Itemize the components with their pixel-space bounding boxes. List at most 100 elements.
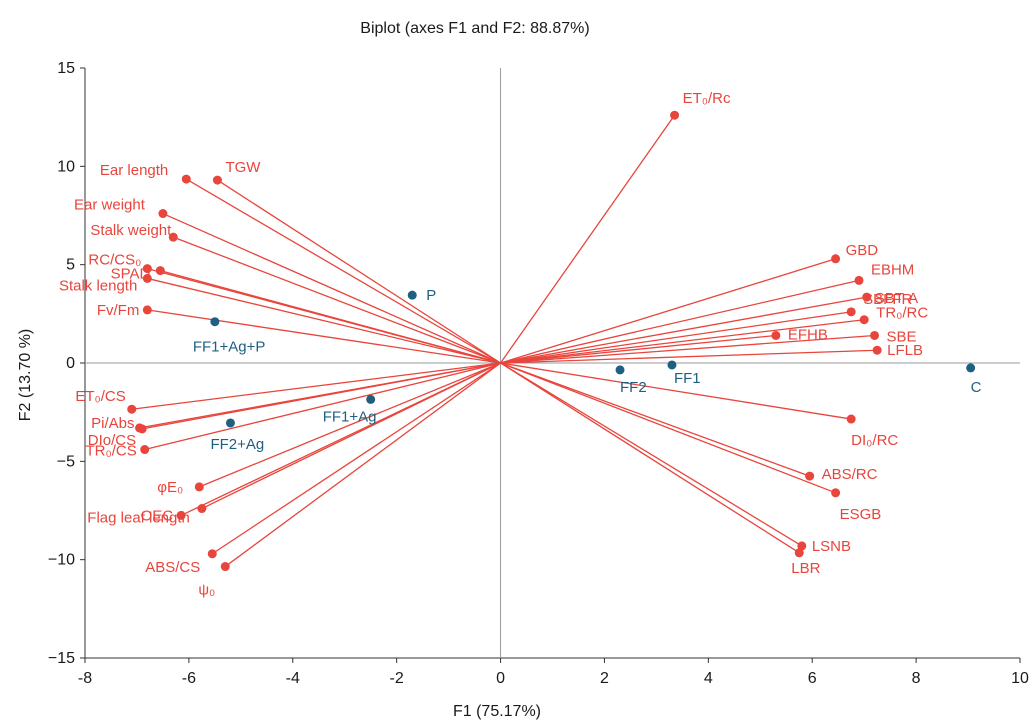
var-point-item [220,562,230,572]
vector-ear-weight [162,212,501,364]
var-point-e [194,482,204,492]
obs-label-ff1-ag: FF1+Ag [323,408,377,425]
var-point-stalk-weight [168,232,178,242]
var-label-abs-cs: ABS/CS [145,559,200,576]
var-point-ear-length [181,174,191,184]
var-point-lsnb [797,541,807,551]
var-label-stalk-length: Stalk length [59,277,137,294]
vector-item [224,362,501,568]
vector-spad [160,269,501,364]
var-point-efhb [771,330,781,340]
vector-flag-leaf-length [201,362,501,510]
var-label-sbt-a: SBT-A [875,290,918,307]
vector-et-cs [131,362,501,410]
vector-ear-length [185,178,501,364]
var-point-rc-cs [142,264,152,274]
var-point-tr-rc [859,315,869,325]
var-point-et-cs [127,404,137,414]
var-label-pi-abs: Pi/Abs [91,415,134,432]
var-label-abs-rc: ABS/RC [822,466,878,483]
var-point-spad [155,266,165,276]
var-label-et-rc: ET₀/Rc [683,90,731,107]
var-point-stalk-length [142,273,152,283]
x-tick-label: -8 [78,670,92,687]
var-label-item: ψ₀ [198,582,215,599]
vector-stalk-weight [173,236,501,364]
var-label-lbr: LBR [791,560,820,577]
var-label-fv-fm: Fv/Fm [97,302,140,319]
var-label-efhb: EFHB [788,326,828,343]
vector-gbd [500,258,836,364]
var-label-oec: OEC [141,507,174,524]
obs-label-ff1: FF1 [674,370,701,387]
x-tick-label: 0 [496,670,505,687]
obs-label-ff1-ag-p: FF1+Ag+P [193,339,266,356]
var-label-lflb: LFLB [887,342,923,359]
obs-label-ff2: FF2 [620,379,647,396]
var-point-ebhm [854,275,864,285]
var-label-sbe: SBE [887,328,917,345]
var-label-stalk-weight: Stalk weight [90,222,172,239]
vector-dio-cs [142,362,501,430]
x-tick-label: -6 [182,670,196,687]
vector-e [199,362,501,488]
var-point-sbe [870,330,880,340]
variable-vectors [131,114,878,568]
var-point-lbr [794,548,804,558]
vector-efhb [500,334,776,364]
var-point-lflb [872,345,882,355]
vector-abs-cs [211,362,501,555]
var-label-gbd: GBD [846,242,879,259]
x-tick-label: 4 [704,670,713,687]
y-tick-label: 0 [66,355,75,372]
vector-di-rc [500,362,852,420]
chart-title: Biplot (axes F1 and F2: 88.87%) [360,20,589,37]
obs-point-ff1-ag [366,394,376,404]
obs-point-ff2-ag [225,418,235,428]
x-axis-label: F1 (75.17%) [453,703,541,720]
x-tick-label: 2 [600,670,609,687]
vector-stalk-length [147,277,501,364]
x-tick-label: 10 [1011,670,1029,687]
vector-tr-rc [500,319,865,364]
y-tick-label: −15 [48,650,75,667]
obs-point-c [966,363,976,373]
var-label-esgb: ESGB [840,506,882,523]
x-tick-label: -2 [390,670,404,687]
obs-label-c: C [971,379,982,396]
var-label-sbffr: SBFFR [863,291,912,308]
y-tick-label: 5 [66,257,75,274]
x-tick-label: 8 [912,670,921,687]
obs-point-ff1 [667,360,677,370]
var-point-oec [176,510,186,520]
var-label-rc-cs: RC/CS₀ [88,252,141,269]
var-point-fv-fm [142,305,152,315]
var-point-abs-rc [805,471,815,481]
var-label-ear-weight: Ear weight [74,197,146,214]
vector-abs-rc [500,362,810,477]
x-tick-label: -4 [286,670,300,687]
axes-layer: -8 -6 -4 -2 0 2 4 6 8 10 15 10 5 0 −5 −10 −15 [48,60,1029,687]
var-label-dio-cs: DIo/CS [88,432,136,449]
var-label-e: φE₀ [157,479,183,496]
y-tick-label: −5 [57,453,75,470]
var-point-tr-cs [140,445,150,455]
vector-et-rc [500,114,676,364]
var-point-sbt-a [862,292,872,302]
var-label-tgw: TGW [225,159,261,176]
var-point-di-rc [846,414,856,424]
obs-point-p [407,290,417,300]
var-point-esgb [831,488,841,498]
vector-ebhm [500,279,860,364]
var-point-tgw [212,175,222,185]
var-label-di-rc: DI₀/RC [851,432,898,449]
var-point-abs-cs [207,549,217,559]
var-label-ebhm: EBHM [871,261,914,278]
y-tick-label: 10 [57,158,75,175]
var-label-tr-rc: TR₀/RC [876,305,928,322]
obs-point-ff2 [615,365,625,375]
vector-tgw [217,179,501,364]
points-layer [127,110,976,572]
var-label-tr-cs: TR₀/CS [86,443,137,460]
